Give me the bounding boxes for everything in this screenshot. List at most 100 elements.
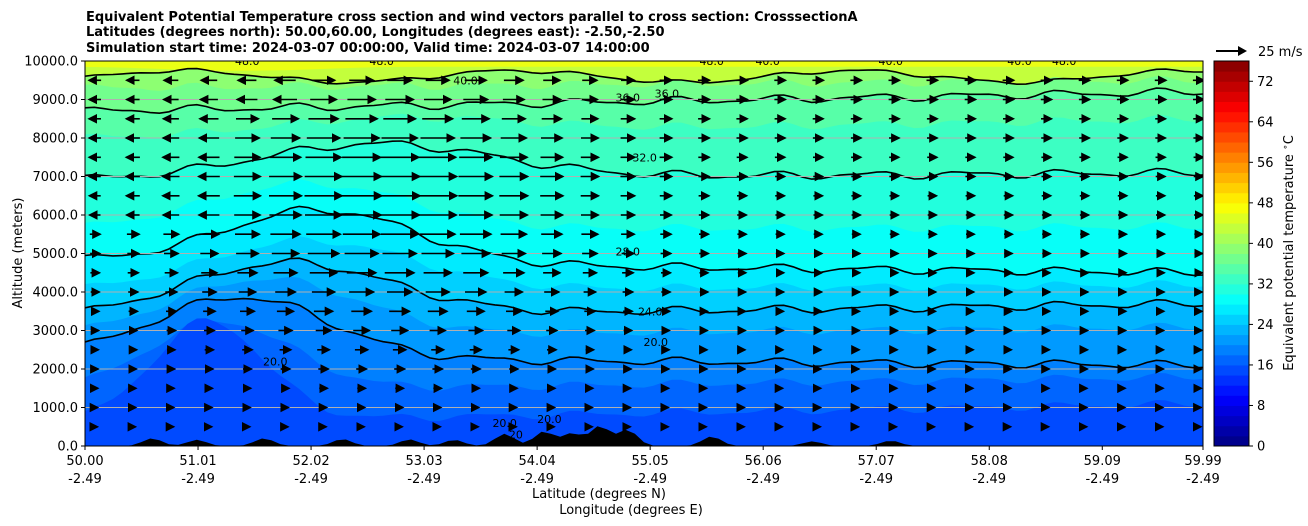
colorbar-tick-label: 32 [1257, 277, 1274, 292]
x-tick-label-lon: -2.49 [972, 472, 1006, 487]
x-axis-label-longitude: Longitude (degrees E) [559, 503, 703, 518]
contour-label: 40.0 [755, 55, 780, 68]
colorbar-segment [1214, 81, 1249, 92]
y-axis-label: Altitude (meters) [11, 198, 26, 309]
y-tick-label: 2000.0 [33, 363, 79, 378]
contour-label: 20.0 [263, 355, 288, 368]
contour-label: 20.0 [492, 417, 517, 430]
colorbar-segment [1214, 304, 1249, 315]
contour-label: 32.0 [632, 151, 657, 164]
x-axis-label-latitude: Latitude (degrees N) [532, 487, 666, 502]
y-tick-label: 1000.0 [33, 401, 79, 416]
x-tick-label-lat: 50.00 [66, 454, 103, 469]
colorbar-segment [1214, 182, 1249, 194]
horizontal-gridlines [85, 99, 1203, 408]
x-tick-label-lon: -2.49 [746, 472, 780, 487]
x-tick-label-lon: -2.49 [407, 472, 441, 487]
contour-label: 36.0 [655, 88, 680, 101]
title-line-3: Simulation start time: 2024-03-07 00:00:… [86, 41, 650, 56]
title-line-2: Latitudes (degrees north): 50.00,60.00, … [86, 25, 665, 40]
colorbar-segment [1214, 334, 1249, 346]
x-tick-label-lon: -2.49 [633, 472, 667, 487]
x-tick-label-lat: 51.01 [179, 454, 216, 469]
x-tick-label-lat: 59.09 [1084, 454, 1121, 469]
x-tick-label-lon: -2.49 [181, 472, 215, 487]
colorbar-segment [1214, 344, 1249, 356]
contour-40 [85, 67, 1203, 86]
colorbar-segment [1214, 263, 1249, 275]
y-tick-label: 0.0 [57, 440, 78, 455]
y-tick-label: 4000.0 [33, 286, 79, 301]
colorbar-segment [1214, 131, 1249, 143]
colorbar-segment [1214, 324, 1249, 336]
colorbar-segment [1214, 142, 1249, 153]
y-tick-label: 10000.0 [24, 55, 78, 70]
colorbar-tick-label: 72 [1257, 75, 1274, 90]
title-line-1: Equivalent Potential Temperature cross s… [86, 10, 858, 25]
colorbar-segment [1214, 273, 1249, 285]
contour-label: 40.0 [1007, 55, 1032, 68]
colorbar-tick-label: 40 [1257, 237, 1274, 252]
x-tick-label-lat: 52.02 [292, 454, 329, 469]
contour-label: 36.0 [616, 92, 641, 105]
temperature-band-16 [85, 318, 1203, 446]
contour-20 [85, 297, 1203, 369]
colorbar-tick-label: 16 [1257, 358, 1274, 373]
x-tick-label-lat: 57.07 [858, 454, 895, 469]
quiver-key-label: 25 m/s [1258, 45, 1303, 60]
colorbar-tick-label: 8 [1257, 399, 1265, 414]
colorbar-segment [1214, 425, 1249, 437]
colorbar-segment [1214, 71, 1249, 82]
contour-label: 40.0 [879, 55, 904, 68]
colorbar-tick-label: 48 [1257, 196, 1274, 211]
x-tick-label-lon: -2.49 [859, 472, 893, 487]
colorbar-segment [1214, 152, 1249, 163]
x-axis: 50.00 -2.49 51.01 -2.49 52.02 -2.49 53.03 -2.49… [66, 446, 1222, 487]
contour-label: 48.0 [699, 55, 724, 68]
colorbar-segment [1214, 385, 1249, 396]
colorbar-frame [1213, 60, 1250, 447]
y-tick-label: 7000.0 [33, 170, 79, 185]
colorbar-segment [1214, 375, 1249, 386]
contour-label: 20.0 [537, 413, 562, 426]
colorbar-segment [1214, 314, 1249, 325]
colorbar-segment [1214, 121, 1249, 133]
colorbar [1214, 61, 1249, 447]
colorbar-segment [1214, 405, 1249, 417]
contour-label: 20.0 [644, 336, 669, 349]
x-tick-label-lat: 54.04 [519, 454, 556, 469]
colorbar-label: Equivalent potential temperature ∘C [1281, 135, 1297, 371]
colorbar-segment [1214, 212, 1249, 224]
colorbar-ticks: 0 8 16 24 32 40 48 56 64 72 [1249, 75, 1274, 455]
colorbar-segment [1214, 415, 1249, 427]
colorbar-segment [1214, 162, 1249, 173]
y-tick-label: 5000.0 [33, 247, 79, 262]
contour-label: 48.0 [235, 55, 260, 68]
contour-label: 28.0 [616, 246, 641, 259]
contour-label: 40.0 [453, 74, 478, 87]
contour-labels: 48.0 48.0 40.0 36.0 36.0 48.0 40.0 40.0 40.0 48.0… [235, 55, 1077, 441]
colorbar-tick-label: 24 [1257, 318, 1274, 333]
x-tick-label-lon: -2.49 [68, 472, 102, 487]
contour-label: 48.0 [1052, 55, 1077, 68]
colorbar-tick-label: 0 [1257, 440, 1265, 455]
colorbar-segment [1214, 283, 1249, 295]
x-tick-label-lon: -2.49 [1085, 472, 1119, 487]
quiver-key: 25 m/s [1216, 45, 1303, 60]
colorbar-segment [1214, 111, 1249, 123]
colorbar-segment [1214, 91, 1249, 103]
x-tick-label-lon: -2.49 [294, 472, 328, 487]
colorbar-segment [1214, 243, 1249, 254]
colorbar-segment [1214, 223, 1249, 234]
colorbar-tick-label: 64 [1257, 115, 1274, 130]
x-tick-label-lat: 55.05 [632, 454, 669, 469]
x-tick-label-lon: -2.49 [520, 472, 554, 487]
colorbar-segment [1214, 294, 1249, 305]
colorbar-segment [1214, 395, 1249, 406]
colorbar-segment [1214, 192, 1249, 204]
x-tick-label-lon: -2.49 [1186, 472, 1220, 487]
contour-label: 24.0 [638, 305, 663, 318]
x-tick-label-lat: 56.06 [745, 454, 782, 469]
y-tick-label: 3000.0 [33, 324, 79, 339]
